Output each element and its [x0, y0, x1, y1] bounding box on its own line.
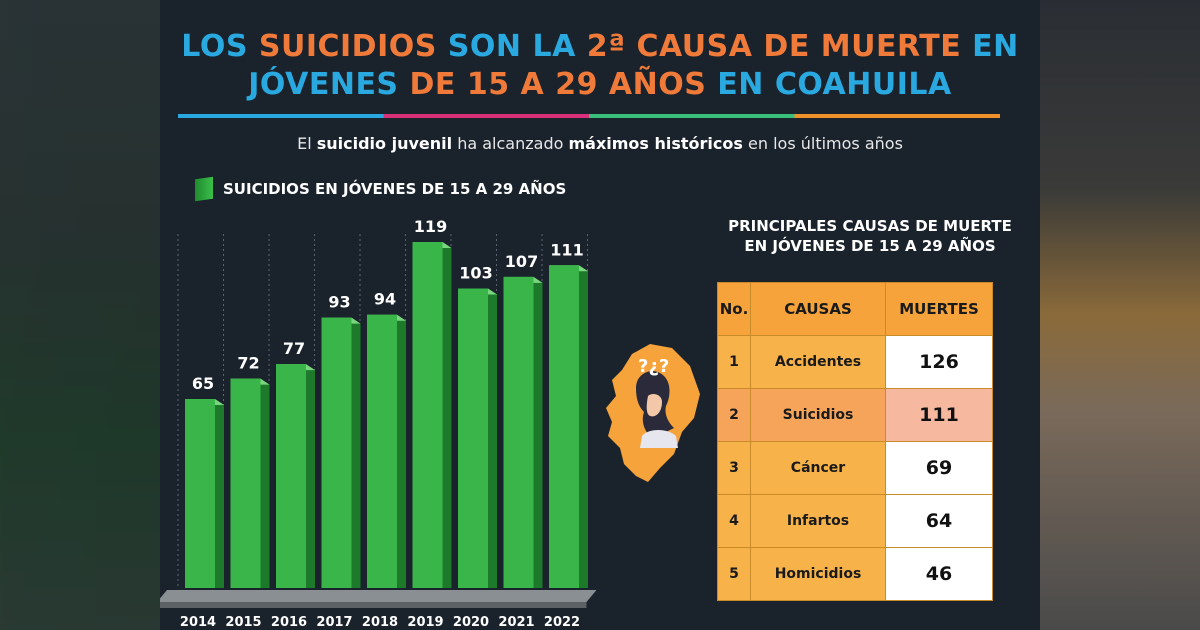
bar-side	[306, 364, 315, 588]
row-deaths: 126	[885, 335, 993, 389]
bar-side	[442, 242, 452, 588]
row-no: 2	[717, 388, 751, 442]
bar-side	[260, 378, 270, 588]
chart-base-front	[160, 602, 587, 608]
question-marks-icon: ?¿?	[638, 356, 669, 377]
x-tick-label: 2021	[498, 615, 534, 630]
header-causes: CAUSAS	[750, 282, 886, 336]
x-tick-label: 2022	[544, 615, 580, 630]
row-deaths: 64	[885, 494, 993, 548]
x-tick-label: 2016	[271, 615, 307, 630]
bar	[185, 399, 215, 588]
bar-value-label: 94	[374, 290, 396, 309]
x-tick-label: 2019	[407, 615, 443, 630]
page-title: LOS SUICIDIOS SON LA 2ª CAUSA DE MUERTE …	[160, 28, 1040, 104]
bar-value-label: 119	[414, 217, 447, 236]
bar	[321, 317, 352, 588]
bar-value-label: 111	[550, 240, 583, 259]
x-tick-label: 2017	[316, 615, 352, 630]
table-row: 4 Infartos 64	[717, 494, 993, 548]
header-deaths: MUERTES	[885, 282, 993, 336]
subtitle: El suicidio juvenil ha alcanzado máximos…	[297, 134, 903, 153]
bar-value-label: 72	[237, 354, 259, 373]
row-cause: Infartos	[750, 494, 886, 548]
row-deaths: 69	[885, 441, 993, 495]
table-row: 3 Cáncer 69	[717, 441, 993, 495]
table-title: PRINCIPALES CAUSAS DE MUERTE EN JÓVENES …	[728, 217, 1012, 255]
bar-side	[579, 265, 588, 588]
background-left	[0, 0, 160, 630]
legend-swatch	[195, 176, 213, 202]
bar-side	[397, 314, 406, 588]
bar	[230, 378, 261, 588]
bar-side	[488, 288, 497, 588]
row-cause: Accidentes	[750, 335, 886, 389]
table-row: 1 Accidentes 126	[717, 335, 993, 389]
bar-side	[215, 399, 224, 588]
legend-label: SUICIDIOS EN JÓVENES DE 15 A 29 AÑOS	[223, 180, 567, 198]
bar-value-label: 93	[328, 293, 350, 312]
causes-table: No. CAUSAS MUERTES 1 Accidentes 126 2 Su…	[717, 282, 993, 601]
bar-value-label: 65	[192, 374, 214, 393]
row-deaths: 111	[885, 388, 993, 442]
bar	[458, 288, 488, 588]
background-right	[1040, 0, 1200, 630]
bar-value-label: 77	[283, 339, 305, 358]
bar-chart: 65 2014 72 2015 77 2016 93 2017 94 2018 119 2019 103…	[160, 217, 597, 630]
row-no: 3	[717, 441, 751, 495]
row-cause: Homicidios	[750, 547, 886, 601]
row-deaths: 46	[885, 547, 993, 601]
face-shape	[646, 394, 662, 417]
bar-side	[351, 317, 361, 588]
bar	[367, 314, 397, 588]
row-no: 1	[717, 335, 751, 389]
x-tick-label: 2018	[362, 615, 398, 630]
table-header-row: No. CAUSAS MUERTES	[717, 282, 993, 336]
x-tick-label: 2015	[225, 615, 261, 630]
color-divider	[178, 114, 1000, 118]
coahuila-map-thinking-person-icon: ?¿?	[606, 344, 700, 482]
infographic-panel: LOS SUICIDIOS SON LA 2ª CAUSA DE MUERTE …	[160, 0, 1040, 630]
row-no: 4	[717, 494, 751, 548]
bar-value-label: 107	[505, 252, 538, 271]
bar	[549, 265, 579, 588]
shirt-shape	[640, 430, 678, 448]
table-row-highlighted: 2 Suicidios 111	[717, 388, 993, 442]
bar-side	[533, 276, 543, 588]
bar	[276, 364, 306, 588]
chart-base	[160, 590, 597, 602]
row-cause: Cáncer	[750, 441, 886, 495]
chart-legend: SUICIDIOS EN JÓVENES DE 15 A 29 AÑOS	[195, 176, 567, 202]
bar	[412, 242, 443, 588]
x-tick-label: 2014	[180, 615, 216, 630]
header-no: No.	[717, 282, 751, 336]
title-line-1: LOS SUICIDIOS SON LA 2ª CAUSA DE MUERTE …	[181, 29, 1019, 64]
bar-value-label: 103	[459, 264, 492, 283]
row-no: 5	[717, 547, 751, 601]
bar	[503, 276, 534, 588]
table-row: 5 Homicidios 46	[717, 547, 993, 601]
x-tick-label: 2020	[453, 615, 489, 630]
row-cause: Suicidios	[750, 388, 886, 442]
title-line-2: JÓVENES DE 15 A 29 AÑOS EN COAHUILA	[248, 67, 952, 102]
